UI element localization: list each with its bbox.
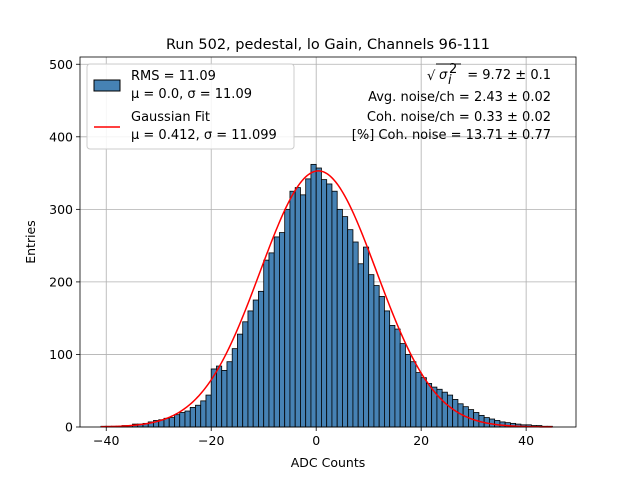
- histogram-bar: [179, 412, 186, 428]
- histogram-bar: [294, 187, 301, 428]
- histogram-bar: [321, 179, 328, 428]
- legend-histogram-swatch: [93, 79, 121, 92]
- sigma-annotation: √ σ 2 i = 9.72 ± 0.1: [427, 62, 551, 88]
- legend-histogram-label: RMS = 11.09: [131, 69, 216, 84]
- histogram-bar: [342, 216, 349, 428]
- histogram-bar: [247, 310, 254, 428]
- x-axis-label: ADC Counts: [291, 455, 366, 470]
- histogram-bar: [216, 365, 223, 428]
- histogram-bar: [315, 167, 322, 428]
- histogram-bar: [336, 208, 343, 428]
- histogram-bar: [289, 190, 296, 428]
- legend-fit-label: Gaussian Fit: [131, 110, 210, 125]
- histogram-bar: [200, 400, 207, 428]
- x-tick-label: −20: [198, 433, 224, 448]
- histogram-bar: [284, 208, 291, 428]
- gaussian-fit-line: [100, 170, 553, 428]
- sigma-symbol: σ: [439, 68, 448, 83]
- histogram-bar: [195, 404, 202, 428]
- x-tick-label: 0: [312, 433, 320, 448]
- histogram-bar: [300, 194, 307, 428]
- histogram-bar: [168, 417, 175, 428]
- y-tick-label: 0: [65, 420, 73, 435]
- x-axis-ticks: −40 −20 0 20 40: [93, 427, 534, 448]
- histogram-bar: [279, 232, 286, 428]
- histogram-bar: [237, 333, 244, 428]
- histogram-bar: [231, 348, 238, 428]
- histogram-bar: [410, 361, 417, 428]
- histogram-bar: [441, 391, 448, 428]
- histogram-bar: [378, 296, 385, 428]
- sigma-subscript: i: [448, 73, 452, 88]
- histogram-bar: [394, 328, 401, 428]
- avg-noise-annotation: Avg. noise/ch = 2.43 ± 0.02: [368, 90, 551, 105]
- axes-frame: [79, 56, 577, 428]
- legend-fit-stats: μ = 0.412, σ = 11.099: [131, 128, 277, 143]
- x-tick-label: 20: [413, 433, 429, 448]
- y-tick-label: 100: [49, 347, 73, 362]
- histogram-bar: [415, 372, 422, 428]
- histogram-bar: [426, 383, 433, 428]
- histogram-bar: [373, 285, 380, 428]
- histogram-bar: [368, 274, 375, 428]
- histogram-bar: [226, 361, 233, 428]
- sigma-value: = 9.72 ± 0.1: [467, 68, 551, 83]
- sigma-superscript: 2: [449, 62, 457, 77]
- legend: RMS = 11.09 μ = 0.0, σ = 11.09 Gaussian …: [86, 63, 295, 150]
- histogram-bar: [263, 259, 270, 428]
- coherent-noise-percent-annotation: [%] Coh. noise = 13.71 ± 0.77: [352, 128, 551, 143]
- histogram-bars: [100, 163, 553, 428]
- histogram-bar: [258, 290, 265, 428]
- histogram-bar: [221, 370, 228, 428]
- histogram-bar: [310, 163, 317, 428]
- coherent-noise-annotation: Coh. noise/ch = 0.33 ± 0.02: [367, 110, 551, 125]
- histogram-bar: [268, 252, 275, 428]
- histogram-bar: [363, 246, 370, 428]
- histogram-bar: [384, 310, 391, 428]
- histogram-bar: [184, 410, 191, 428]
- y-tick-label: 400: [49, 129, 73, 144]
- histogram-bar: [347, 229, 354, 428]
- histogram-bar: [452, 399, 459, 428]
- histogram-bar: [405, 354, 412, 428]
- histogram-bar: [326, 183, 333, 428]
- legend-box: [86, 63, 295, 150]
- x-tick-label: 40: [518, 433, 534, 448]
- histogram-bar: [399, 343, 406, 428]
- histogram-bar: [389, 325, 396, 428]
- histogram-bar: [331, 190, 338, 428]
- histogram-bar: [174, 414, 181, 428]
- y-axis-ticks: 0 100 200 300 400 500: [49, 57, 80, 435]
- histogram-bar: [352, 241, 359, 428]
- x-tick-label: −40: [93, 433, 119, 448]
- histogram-bar: [305, 178, 312, 428]
- y-tick-label: 500: [49, 57, 73, 72]
- legend-histogram-stats: μ = 0.0, σ = 11.09: [131, 87, 252, 102]
- y-tick-label: 200: [49, 274, 73, 289]
- histogram-bar: [242, 321, 249, 428]
- sqrt-symbol: √: [427, 69, 436, 84]
- histogram-bar: [205, 394, 212, 428]
- histogram-bar: [447, 394, 454, 428]
- histogram-bar: [252, 299, 259, 428]
- histogram-bar: [420, 377, 427, 428]
- statistics-annotations: √ σ 2 i = 9.72 ± 0.1 Avg. noise/ch = 2.4…: [352, 62, 551, 143]
- y-tick-label: 300: [49, 202, 73, 217]
- histogram-bar: [273, 236, 280, 428]
- histogram-bar: [357, 263, 364, 428]
- histogram-bar: [189, 407, 196, 428]
- y-axis-label: Entries: [23, 220, 38, 264]
- chart-title: Run 502, pedestal, lo Gain, Channels 96-…: [166, 37, 490, 53]
